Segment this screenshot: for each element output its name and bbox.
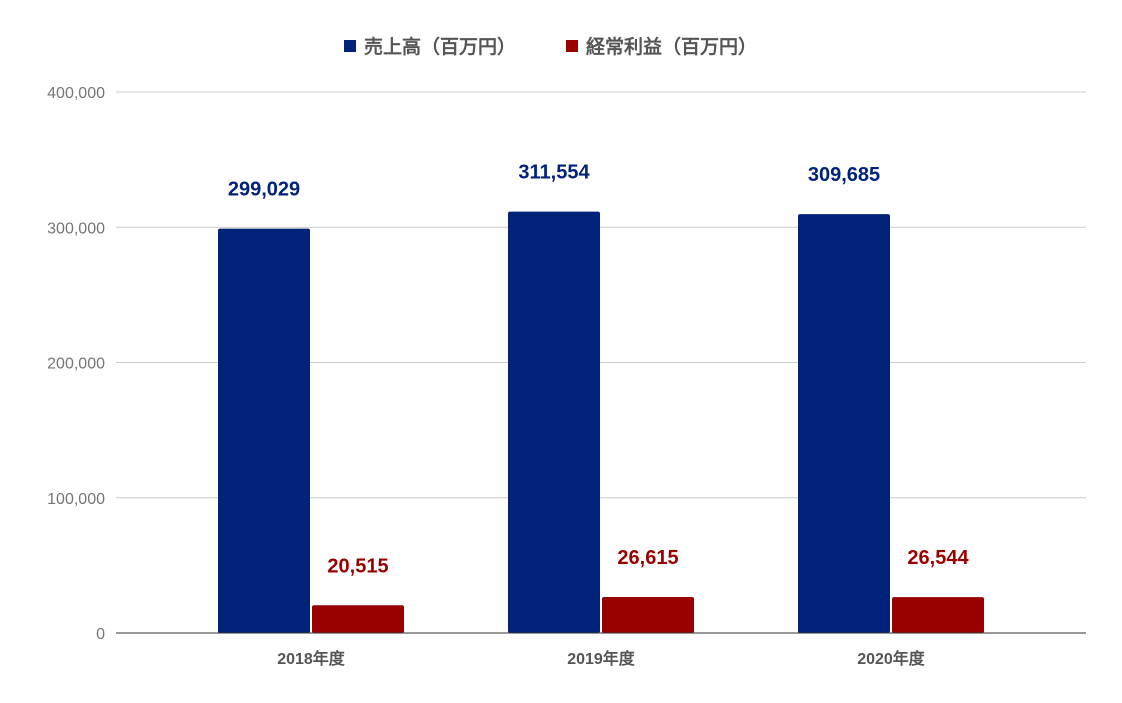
y-axis-ticks: 0 100,000 200,000 300,000 400,000 (47, 85, 105, 643)
bar-ordinary-profit (312, 605, 404, 633)
x-category-label: 2018年度 (277, 649, 346, 668)
legend: 売上高（百万円） 経常利益（百万円） (344, 35, 757, 58)
bar-sales (798, 214, 890, 633)
y-tick-label: 300,000 (47, 220, 105, 237)
data-label: 311,554 (518, 162, 590, 184)
legend-swatch (566, 40, 578, 52)
data-labels: 299,029 20,515 311,554 26,615 309,685 26,544 (228, 162, 970, 578)
data-label: 20,515 (327, 555, 388, 577)
data-label: 309,685 (808, 164, 880, 186)
x-category-label: 2020年度 (857, 649, 926, 668)
x-axis-categories: 2018年度 2019年度 2020年度 (277, 649, 926, 668)
legend-swatch (344, 40, 356, 52)
data-label: 26,544 (907, 547, 969, 569)
y-tick-label: 100,000 (47, 491, 105, 508)
legend-label: 売上高（百万円） (364, 35, 516, 58)
bar-sales (218, 228, 310, 633)
bars (218, 211, 984, 633)
bar-ordinary-profit (892, 597, 984, 633)
bar-ordinary-profit (602, 597, 694, 633)
y-tick-label: 200,000 (47, 356, 105, 373)
y-tick-label: 400,000 (47, 85, 105, 102)
data-label: 26,615 (617, 547, 678, 569)
bar-sales (508, 211, 600, 633)
legend-label: 経常利益（百万円） (586, 35, 757, 58)
y-tick-label: 0 (96, 626, 105, 643)
x-category-label: 2019年度 (567, 649, 636, 668)
data-label: 299,029 (228, 179, 300, 201)
